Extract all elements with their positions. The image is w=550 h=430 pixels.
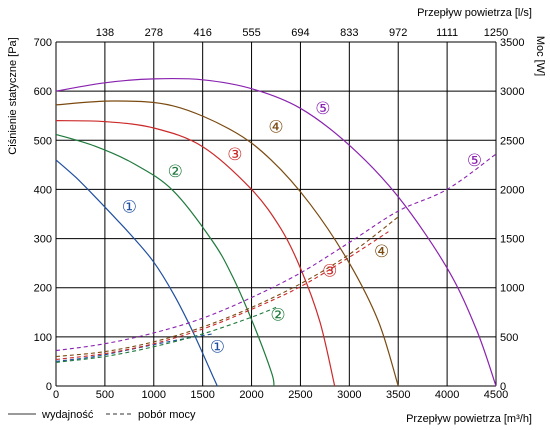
x-tick-top: 416 — [193, 27, 211, 39]
y-tick-right: 2500 — [500, 135, 524, 147]
x-tick-top: 555 — [242, 27, 260, 39]
y-tick-right: 0 — [500, 381, 506, 393]
x-tick-bottom: 3000 — [337, 389, 361, 401]
power-curve-label-3: ③ — [322, 262, 337, 281]
x-axis-label-top: Przepływ powietrza [l/s] — [417, 7, 532, 19]
pressure-curve-label-1: ① — [122, 198, 137, 217]
pressure-curve-label-2: ② — [168, 162, 183, 181]
grid — [55, 41, 497, 387]
x-tick-bottom: 1000 — [142, 389, 166, 401]
y-tick-left: 100 — [34, 332, 52, 344]
y-tick-right: 500 — [500, 332, 518, 344]
pressure-curve-2 — [55, 133, 275, 387]
y-tick-left: 400 — [34, 184, 52, 196]
x-tick-bottom: 0 — [53, 389, 59, 401]
x-tick-bottom: 3500 — [386, 389, 410, 401]
x-tick-top: 138 — [96, 27, 114, 39]
x-tick-top: 1250 — [484, 27, 508, 39]
pressure-curve-4 — [55, 100, 399, 387]
x-tick-top: 694 — [291, 27, 309, 39]
power-curve-4 — [55, 216, 399, 358]
x-tick-top: 1111 — [436, 27, 458, 39]
x-tick-bottom: 2000 — [239, 389, 263, 401]
x-tick-bottom: 500 — [96, 389, 114, 401]
pressure-curve-3 — [55, 120, 336, 387]
power-curve-5 — [55, 153, 497, 352]
y-tick-left: 300 — [34, 234, 52, 246]
x-tick-top: 278 — [145, 27, 163, 39]
y-tick-left: 600 — [34, 86, 52, 98]
pressure-curve-5 — [55, 77, 497, 387]
curves — [55, 77, 497, 387]
legend-dashed-label: pobór mocy — [138, 409, 196, 421]
x-tick-bottom: 4500 — [484, 389, 508, 401]
y-axis-label-left: Ciśnienie statyczne [Pa] — [7, 37, 19, 154]
y-tick-right: 1500 — [500, 234, 524, 246]
x-tick-top: 972 — [389, 27, 407, 39]
power-curve-2 — [55, 306, 277, 363]
x-tick-bottom: 4000 — [435, 389, 459, 401]
pressure-curve-1 — [55, 159, 218, 387]
power-curve-label-4: ④ — [374, 242, 389, 261]
y-axis-label-right: Moc [W] — [534, 36, 546, 76]
pressure-curve-label-5: ⑤ — [315, 99, 330, 118]
y-tick-right: 1000 — [500, 283, 524, 295]
y-tick-right: 3000 — [500, 86, 524, 98]
power-curve-label-2: ② — [270, 306, 285, 325]
legend: wydajność pobór mocy — [8, 409, 196, 421]
y-tick-right: 2000 — [500, 184, 524, 196]
y-tick-right: 3500 — [500, 37, 524, 49]
x-tick-bottom: 1500 — [190, 389, 214, 401]
y-tick-left: 200 — [34, 283, 52, 295]
pressure-curve-label-3: ③ — [227, 145, 242, 164]
y-tick-left: 0 — [46, 381, 52, 393]
legend-solid-label: wydajność — [41, 409, 94, 421]
tick-labels: 0 500138100027815004162000555250069430008… — [34, 27, 525, 401]
x-tick-top: 833 — [340, 27, 358, 39]
power-curve-label-1: ① — [210, 338, 225, 357]
y-tick-left: 500 — [34, 135, 52, 147]
power-curve-label-5: ⑤ — [467, 151, 482, 170]
curve-labels: ① ① ② ② ③ ③ ④ ④ ⑤ ⑤ — [122, 99, 482, 357]
x-axis-label-bottom: Przepływ powietrza [m³/h] — [406, 413, 532, 425]
pressure-curve-label-4: ④ — [268, 118, 283, 137]
y-tick-left: 700 — [34, 37, 52, 49]
x-tick-bottom: 2500 — [288, 389, 312, 401]
power-curve-3 — [55, 231, 389, 361]
